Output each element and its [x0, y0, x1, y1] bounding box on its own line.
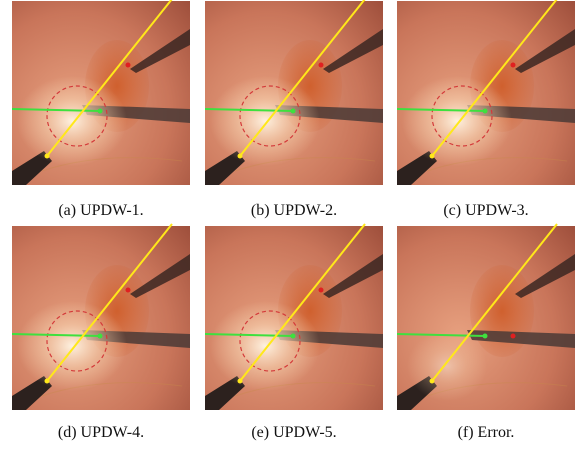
- caption: (c) UPDW-3.: [443, 202, 528, 219]
- image-c: [397, 0, 575, 185]
- figure: (a) UPDW-1. (b) UPDW-2. (c) UPDW-3. (d) …: [0, 0, 585, 447]
- image-b: [205, 0, 383, 185]
- image-e: [205, 224, 383, 410]
- caption: (f) Error.: [458, 424, 515, 441]
- image-d: [12, 224, 190, 410]
- caption: (d) UPDW-4.: [58, 424, 144, 441]
- caption: (e) UPDW-5.: [251, 424, 336, 441]
- image-a: [12, 0, 190, 185]
- caption: (a) UPDW-1.: [58, 202, 143, 219]
- caption: (b) UPDW-2.: [251, 202, 337, 219]
- image-f: [397, 224, 575, 410]
- page: (a) UPDW-1. (b) UPDW-2. (c) UPDW-3. (d) …: [0, 0, 585, 447]
